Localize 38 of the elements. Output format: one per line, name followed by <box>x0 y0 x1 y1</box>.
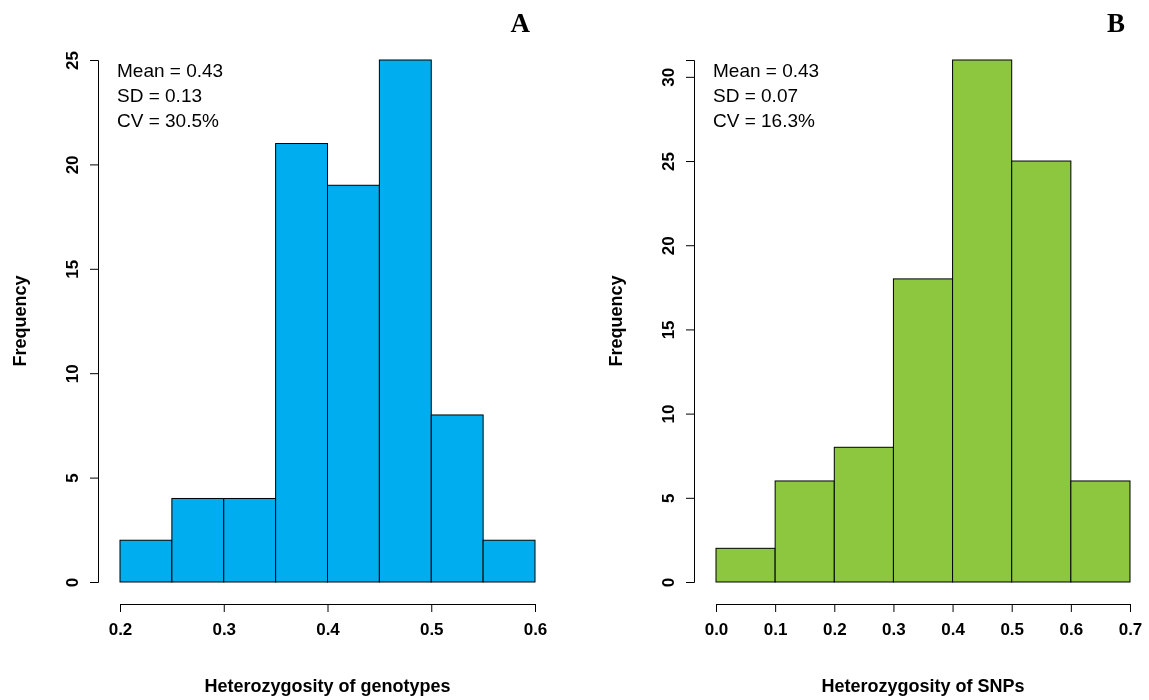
x-axis-title: Heterozygosity of SNPs <box>821 676 1025 696</box>
y-tick-label: 5 <box>659 493 678 504</box>
x-tick-label: 0.1 <box>763 620 788 640</box>
y-axis-title: Frequency <box>10 275 30 367</box>
y-tick-label: 20 <box>659 236 678 256</box>
x-tick-label: 0.0 <box>704 620 729 640</box>
y-tick-label: 5 <box>63 473 82 483</box>
chart-title: A <box>510 8 531 38</box>
x-tick-label: 0.3 <box>212 620 237 640</box>
x-tick-label: 0.5 <box>419 620 444 640</box>
x-tick-label: 0.2 <box>108 620 133 640</box>
annotation: CV = 30.5% <box>117 110 220 131</box>
annotation: SD = 0.13 <box>117 85 203 106</box>
x-tick-label: 0.5 <box>1000 620 1025 640</box>
x-tick-label: 0.6 <box>523 620 548 640</box>
y-axis-title: Frequency <box>606 275 626 367</box>
y-tick-label: 25 <box>659 152 678 171</box>
x-tick-label: 0.4 <box>941 620 966 640</box>
y-tick-label: 0 <box>659 577 678 588</box>
y-tick-label: 0 <box>63 577 82 588</box>
annotation: SD = 0.07 <box>713 85 799 106</box>
x-tick-label: 0.2 <box>822 620 847 640</box>
chart-title: B <box>1106 8 1125 38</box>
x-tick-label: 0.3 <box>882 620 906 640</box>
y-tick-label: 10 <box>659 404 678 424</box>
annotation: Mean = 0.43 <box>117 60 224 81</box>
y-tick-label: 15 <box>659 320 678 340</box>
y-tick-label: 10 <box>63 364 82 384</box>
x-axis-title: Heterozygosity of genotypes <box>204 676 451 696</box>
y-tick-label: 15 <box>63 259 82 279</box>
y-tick-label: 30 <box>659 67 678 87</box>
annotation: CV = 16.3% <box>713 110 816 131</box>
x-tick-label: 0.7 <box>1118 620 1143 640</box>
x-tick-label: 0.6 <box>1059 620 1084 640</box>
annotation: Mean = 0.43 <box>713 60 820 81</box>
y-tick-label: 20 <box>63 155 82 175</box>
y-tick-label: 25 <box>63 51 82 70</box>
x-tick-label: 0.4 <box>316 620 341 640</box>
